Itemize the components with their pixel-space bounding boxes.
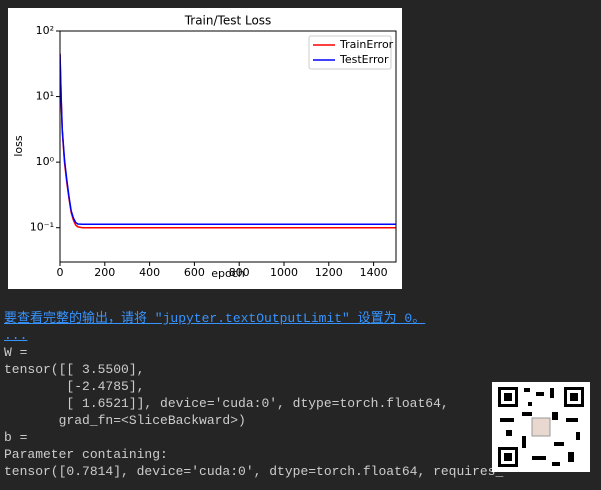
output-line: Parameter containing:: [4, 447, 168, 462]
output-line: tensor([[ 3.5500],: [4, 362, 145, 377]
output-line: W =: [4, 345, 28, 360]
x-tick-label: 0: [57, 266, 64, 279]
x-tick-label: 200: [94, 266, 115, 279]
y-tick-label: 10⁰: [36, 155, 55, 168]
output-line: grad_fn=<SliceBackward>): [4, 413, 246, 428]
y-tick-label: 10²: [36, 24, 54, 37]
output-line: b =: [4, 430, 28, 445]
x-tick-label: 600: [184, 266, 205, 279]
x-tick-label: 1000: [270, 266, 298, 279]
x-tick-label: 400: [139, 266, 160, 279]
line-series: [60, 53, 396, 225]
output-line: [ 1.6521]], device='cuda:0', dtype=torch…: [4, 396, 449, 411]
qr-code: [492, 382, 590, 472]
plot-frame: [59, 30, 397, 263]
output-line: tensor([0.7814], device='cuda:0', dtype=…: [4, 464, 504, 479]
output-line: [-2.4785],: [4, 379, 145, 394]
output-limit-notice[interactable]: 要查看完整的输出，请将 "jupyter.textOutputLimit" 设置…: [4, 311, 426, 326]
chart: Train/Test Loss epoch loss 0 200 400 600 800…: [8, 8, 402, 289]
expand-ellipsis[interactable]: ...: [4, 328, 28, 343]
chart-title: Train/Test Loss: [184, 14, 272, 28]
x-tick-label: 1400: [360, 266, 388, 279]
x-tick-label: 1200: [315, 266, 343, 279]
x-axis-label: epoch: [211, 267, 245, 280]
x-tick-label: 800: [229, 266, 250, 279]
y-tick-label: 10¹: [36, 90, 54, 103]
legend-label: TestError: [339, 53, 389, 66]
y-tick-label: 10⁻¹: [30, 221, 54, 234]
legend-label: TrainError: [339, 38, 394, 51]
y-axis-label: loss: [12, 135, 25, 157]
